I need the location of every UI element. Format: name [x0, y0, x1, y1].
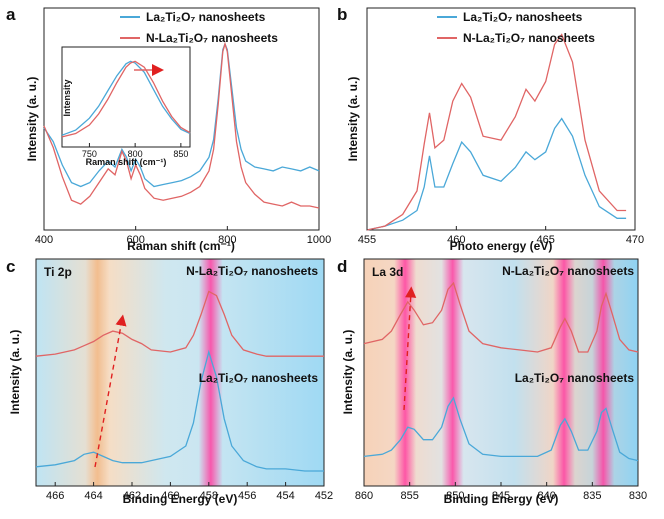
panel-c-tick-label: 458: [200, 490, 218, 502]
panel-a-ylabel: Intensity (a. u.): [25, 77, 39, 162]
panel-c-series: [35, 290, 324, 472]
panel-b-label: b: [337, 5, 347, 24]
panel-a-blue-line: [43, 42, 320, 188]
panel-c-corner-label: Ti 2p: [44, 265, 72, 279]
highlight-band: [85, 259, 110, 486]
panel-c-blue-line: [35, 349, 324, 472]
inset-tick-label: 850: [173, 149, 188, 159]
panel-a-tick-label: 800: [218, 234, 236, 246]
panel-a-ticks: 400 600 800 1000: [35, 226, 331, 246]
panel-c-ylabel: Intensity (a. u.): [8, 330, 22, 415]
highlight-band: [198, 259, 223, 486]
panel-d-bands: [394, 259, 615, 486]
panel-d-ylabel: Intensity (a. u.): [341, 330, 355, 415]
inset-tick-label: 800: [128, 149, 143, 159]
inset-ylabel: Intensity: [62, 79, 72, 116]
panel-c-tick-label: 452: [315, 490, 333, 502]
panel-d-ticks: 860 855 850 845 840 835 830: [355, 482, 647, 502]
panel-b-plot-area: [366, 7, 636, 231]
panel-a-label: a: [6, 5, 16, 24]
panel-c-label: c: [6, 257, 15, 276]
panel-d-series: [363, 281, 639, 462]
panel-a-series: [43, 41, 320, 209]
inset: 750 800 850 Raman shift (cm⁻¹) Intensity: [61, 46, 191, 167]
panel-c-tick-label: 464: [84, 490, 102, 502]
panel-d-top-label: N-La₂Ti₂O₇ nanosheets: [502, 264, 634, 278]
panel-d-blue-line: [363, 396, 639, 462]
panel-d-label: d: [337, 257, 347, 276]
panel-b-ticks: 455 460 465 470: [358, 226, 644, 246]
legend-b-red: N-La₂Ti₂O₇ nanosheets: [463, 31, 595, 45]
panel-d-tick-label: 830: [629, 490, 647, 502]
inset-series: [61, 60, 191, 138]
panel-c-tick-label: 454: [276, 490, 294, 502]
legend-a-blue: La₂Ti₂O₇ nanosheets: [146, 10, 266, 24]
panel-b-tick-label: 470: [626, 234, 644, 246]
panel-c-tick-label: 456: [238, 490, 256, 502]
panel-c-red-line: [35, 290, 324, 357]
panel-b-tick-label: 455: [358, 234, 376, 246]
inset-ticks: 750 800 850: [82, 143, 188, 159]
panel-a-xlabel: Raman shift (cm⁻¹): [127, 239, 235, 253]
panel-d-red-line: [363, 281, 639, 353]
panel-c-tick-label: 460: [161, 490, 179, 502]
panel-a-red-line: [43, 41, 320, 209]
legend-a-red: N-La₂Ti₂O₇ nanosheets: [146, 31, 278, 45]
panel-b-red-line: [366, 33, 627, 231]
highlight-band: [394, 259, 417, 486]
panel-c-tick-label: 466: [46, 490, 64, 502]
panel-c-xlabel: Binding Energy (eV): [123, 492, 238, 506]
panel-b-tick-label: 465: [536, 234, 554, 246]
panel-d-tick-label: 835: [583, 490, 601, 502]
panel-c-ticks: 466 464 462 460 458 456 454 452: [46, 482, 333, 502]
panel-b-blue-line: [366, 117, 627, 231]
panel-d-corner-label: La 3d: [372, 265, 403, 279]
panel-c-shift-arrow: [94, 314, 127, 468]
panel-a-tick-label: 400: [35, 234, 53, 246]
panel-b-xlabel: Photo energy (eV): [450, 239, 553, 253]
panel-d-xlabel: Binding Energy (eV): [444, 492, 559, 506]
panel-b-tick-label: 460: [447, 234, 465, 246]
panel-d-tick-label: 855: [400, 490, 418, 502]
panel-d-tick-label: 850: [446, 490, 464, 502]
panel-c-top-label: N-La₂Ti₂O₇ nanosheets: [186, 264, 318, 278]
highlight-band: [441, 259, 464, 486]
panel-d-tick-label: 845: [492, 490, 510, 502]
panel-c: 466 464 462 460 458 456 454 452 c Ti 2p N-La₂Ti…: [6, 257, 333, 506]
panel-a-tick-label: 600: [126, 234, 144, 246]
inset-xlabel: Raman shift (cm⁻¹): [86, 157, 167, 167]
panel-d-shift-arrow: [403, 286, 417, 411]
legend-b-blue: La₂Ti₂O₇ nanosheets: [463, 10, 583, 24]
panel-b-series: [366, 33, 627, 231]
panel-c-bottom-label: La₂Ti₂O₇ nanosheets: [199, 371, 319, 385]
panel-c-background: [35, 258, 325, 487]
inset-red-line: [61, 60, 191, 138]
inset-blue-line: [61, 60, 191, 136]
panel-d-tick-label: 860: [355, 490, 373, 502]
panel-a: 400 600 800 1000 a Raman shift (cm⁻¹) Inten…: [6, 5, 331, 253]
panel-b: 455 460 465 470 b Photo energy (eV) Intensi…: [337, 5, 644, 253]
panel-d: 860 855 850 845 840 835 830 d La 3d N-La₂Ti₂O₇…: [337, 257, 647, 506]
inset-plot-area: [61, 46, 191, 148]
inset-tick-label: 750: [82, 149, 97, 159]
panel-c-bands: [85, 259, 223, 486]
panel-d-tick-label: 840: [537, 490, 555, 502]
panel-d-bottom-label: La₂Ti₂O₇ nanosheets: [515, 371, 635, 385]
panel-a-tick-label: 1000: [307, 234, 331, 246]
panel-b-ylabel: Intensity (a. u.): [346, 77, 360, 162]
panel-c-tick-label: 462: [123, 490, 141, 502]
